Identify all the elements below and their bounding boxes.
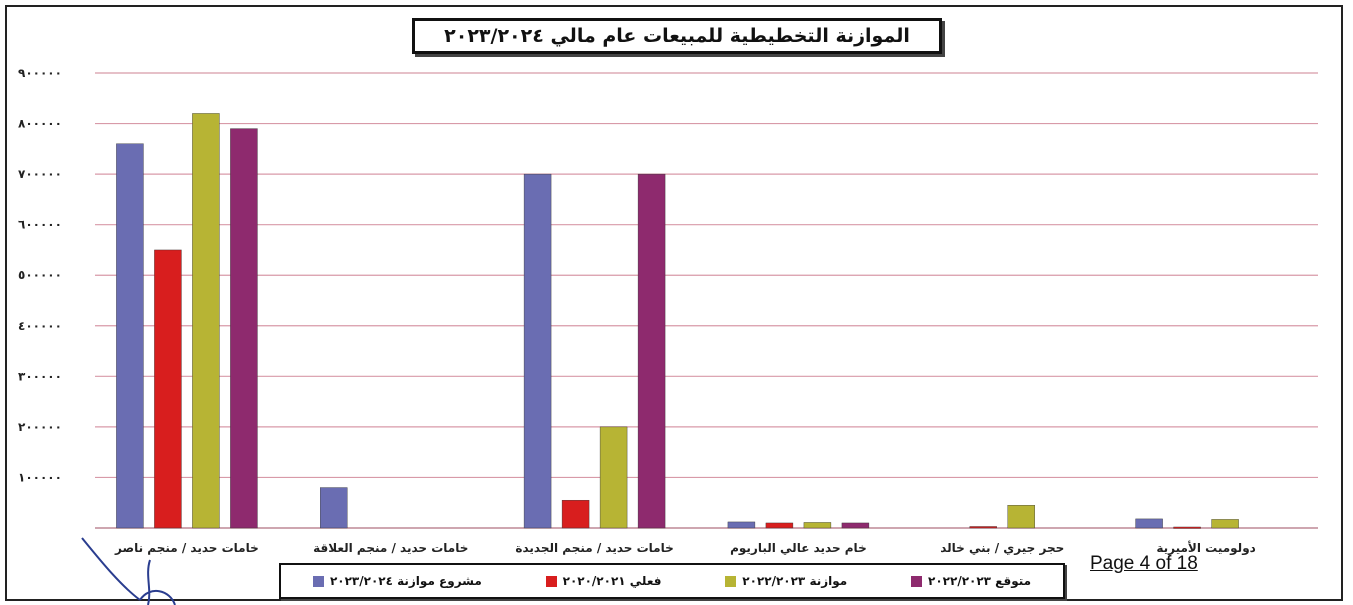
x-category-label: خامات حديد / منجم العلاقة — [313, 541, 468, 555]
bar — [727, 521, 756, 529]
x-category-label: خامات حديد / منجم ناصر — [114, 541, 259, 555]
legend-item: موازنة ٢٠٢٢/٢٠٢٣ — [725, 574, 847, 588]
legend-label: موازنة ٢٠٢٢/٢٠٢٣ — [742, 574, 848, 588]
bar — [230, 128, 258, 529]
bar — [320, 487, 348, 529]
legend-swatch — [911, 575, 923, 587]
bar — [192, 113, 220, 529]
bar — [1135, 518, 1163, 529]
chart-title-box: الموازنة التخطيطية للمبيعات عام مالي ٢٠٢… — [412, 18, 942, 54]
legend-label: فعلي ٢٠٢٠/٢٠٢١ — [562, 574, 662, 588]
page-number-label: Page 4 of 18 — [1090, 553, 1198, 574]
bar — [599, 426, 628, 529]
chart-title: الموازنة التخطيطية للمبيعات عام مالي ٢٠٢… — [444, 25, 910, 47]
y-tick-label: ٦٠٠٠٠٠ — [18, 218, 62, 232]
legend-swatch — [545, 575, 557, 587]
bar — [803, 522, 832, 529]
legend-item: متوقع ٢٠٢٢/٢٠٢٣ — [911, 574, 1031, 588]
y-tick-label: ٣٠٠٠٠٠ — [18, 369, 62, 383]
chart-legend: مشروع موازنة ٢٠٢٣/٢٠٢٤ فعلي ٢٠٢٠/٢٠٢١ مواز… — [279, 563, 1065, 599]
x-category-label: حجر جيري / بني خالد — [940, 541, 1064, 555]
bar — [154, 249, 182, 529]
y-tick-label: ٢٠٠٠٠٠ — [18, 420, 62, 434]
x-category-label: خامات حديد / منجم الجديدة — [515, 541, 673, 555]
legend-swatch — [312, 575, 324, 587]
y-tick-label: ١٠٠٠٠٠ — [18, 470, 62, 484]
y-tick-label: ٥٠٠٠٠٠ — [18, 268, 62, 282]
bar — [765, 522, 794, 529]
y-tick-label: ٤٠٠٠٠٠ — [18, 319, 62, 333]
bar — [116, 143, 144, 529]
bar — [561, 499, 590, 529]
y-tick-label: ٧٠٠٠٠٠ — [18, 167, 62, 181]
legend-item: فعلي ٢٠٢٠/٢٠٢١ — [545, 574, 662, 588]
legend-label: متوقع ٢٠٢٢/٢٠٢٣ — [928, 574, 1032, 588]
x-category-label: دولوميت الأميرية — [1156, 540, 1255, 556]
bar — [1007, 505, 1035, 529]
bar — [1173, 526, 1201, 529]
legend-label: مشروع موازنة ٢٠٢٣/٢٠٢٤ — [329, 574, 482, 588]
bar — [969, 526, 997, 529]
y-tick-label: ٨٠٠٠٠٠ — [18, 117, 62, 131]
bar — [841, 522, 870, 529]
bar — [637, 173, 666, 529]
legend-item: مشروع موازنة ٢٠٢٣/٢٠٢٤ — [312, 574, 482, 588]
bar — [1211, 519, 1239, 529]
y-tick-label: ٩٠٠٠٠٠ — [18, 66, 62, 80]
bar — [523, 173, 552, 529]
chart-frame — [5, 5, 1343, 601]
legend-swatch — [725, 575, 737, 587]
x-category-label: خام حديد عالي الباريوم — [730, 541, 867, 556]
